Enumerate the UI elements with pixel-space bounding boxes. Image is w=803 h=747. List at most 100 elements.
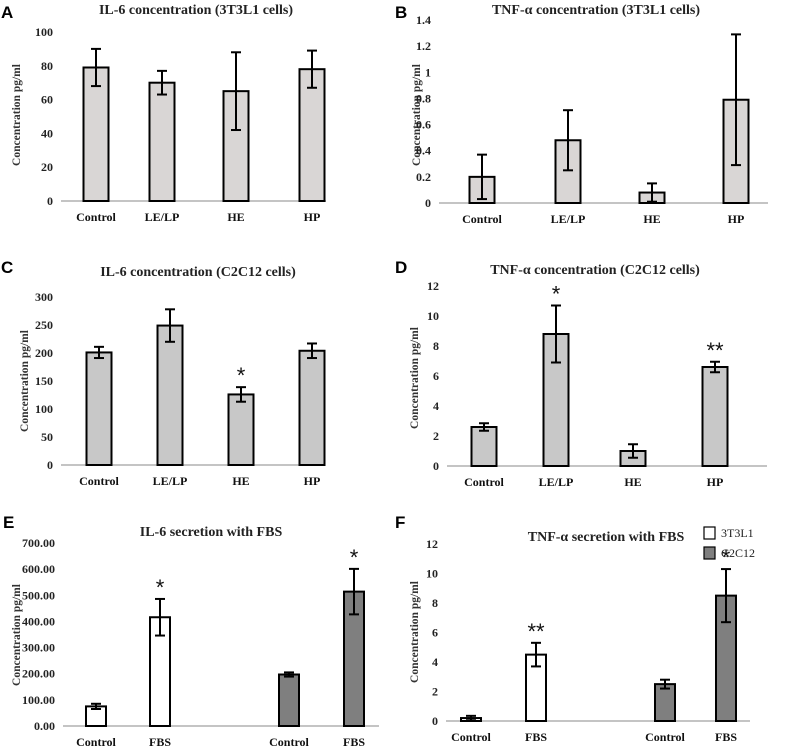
chart-title: TNF-α concentration (3T3L1 cells): [492, 3, 700, 18]
y-tick-label: 250: [35, 318, 53, 332]
x-tick-label: Control: [645, 730, 685, 744]
y-tick-label: 1: [425, 65, 431, 79]
y-tick-label: 150: [35, 374, 53, 388]
x-tick-label: HE: [227, 210, 244, 224]
y-tick-label: 6: [433, 369, 439, 383]
x-tick-label: FBS: [525, 730, 547, 744]
chart-title: TNF-α concentration (C2C12 cells): [490, 263, 700, 278]
panel-letter: D: [395, 258, 407, 277]
y-tick-label: 60: [41, 93, 53, 107]
y-tick-label: 300: [35, 290, 53, 304]
panel-letter: B: [395, 3, 407, 22]
y-tick-label: 500.00: [22, 588, 55, 602]
y-tick-label: 0.8: [416, 91, 431, 105]
x-tick-label: Control: [76, 735, 116, 747]
x-tick-label: LE/LP: [153, 474, 188, 488]
y-tick-label: 20: [41, 160, 53, 174]
y-tick-label: 80: [41, 59, 53, 73]
y-tick-label: 0.00: [34, 719, 55, 733]
y-tick-label: 0.2: [416, 170, 431, 184]
y-tick-label: 600.00: [22, 562, 55, 576]
x-tick-label: HP: [304, 474, 321, 488]
bar: [298, 68, 326, 203]
y-tick-label: 1.4: [416, 13, 431, 27]
chart-title: IL-6 concentration (C2C12 cells): [100, 265, 296, 280]
x-tick-label: FBS: [149, 735, 171, 747]
x-tick-label: HP: [304, 210, 321, 224]
y-tick-label: 40: [41, 126, 53, 140]
y-tick-label: 300.00: [22, 641, 55, 655]
bar: [701, 366, 729, 467]
x-tick-label: Control: [76, 210, 116, 224]
chart-title: IL-6 secretion with FBS: [140, 525, 283, 540]
panel-f: F TNF-α secretion with FBS Concentration p…: [395, 513, 750, 744]
chart-title: TNF-α secretion with FBS: [528, 530, 685, 545]
bar: [85, 351, 113, 466]
y-axis-label: Concentration pg/ml: [11, 64, 23, 166]
y-tick-label: 200: [35, 346, 53, 360]
x-tick-label: HP: [728, 212, 745, 226]
y-axis-label: Concentration pg/ml: [409, 327, 421, 429]
y-tick-label: 8: [433, 339, 439, 353]
bar: [654, 683, 676, 722]
x-tick-label: Control: [451, 730, 491, 744]
panel-letter: A: [1, 3, 13, 22]
y-tick-label: 10: [427, 309, 439, 323]
y-tick-label: 1.2: [416, 39, 431, 53]
x-tick-label: LE/LP: [551, 212, 586, 226]
y-tick-label: 200.00: [22, 667, 55, 681]
x-tick-label: Control: [464, 475, 504, 489]
legend: 3T3L1 C2C12: [703, 526, 755, 560]
panel-d: D TNF-α concentration (C2C12 cells) Concen…: [395, 258, 767, 489]
legend-swatch: [703, 526, 716, 540]
y-tick-label: 2: [432, 685, 438, 699]
y-tick-label: 0: [47, 194, 53, 208]
y-axis-label: Concentration pg/ml: [409, 581, 421, 683]
y-tick-label: 700.00: [22, 536, 55, 550]
y-tick-label: 12: [427, 279, 439, 293]
x-tick-label: LE/LP: [539, 475, 574, 489]
bar: [156, 324, 184, 466]
y-tick-label: 4: [432, 655, 438, 669]
x-tick-label: Control: [79, 474, 119, 488]
y-tick-label: 10: [426, 567, 438, 581]
bar: [470, 426, 498, 467]
y-axis-label: Concentration pg/ml: [411, 64, 423, 166]
x-tick-label: LE/LP: [145, 210, 180, 224]
legend-label: C2C12: [721, 546, 755, 560]
y-axis-label: Concentration pg/ml: [11, 584, 23, 686]
y-tick-label: 0.4: [416, 144, 431, 158]
legend-swatch: [703, 546, 716, 560]
bar: [82, 66, 110, 202]
panel-letter: F: [395, 513, 405, 532]
x-tick-label: FBS: [715, 730, 737, 744]
y-tick-label: 0: [425, 196, 431, 210]
y-tick-label: 12: [426, 537, 438, 551]
y-tick-label: 4: [433, 399, 439, 413]
y-tick-label: 2: [433, 429, 439, 443]
significance-marker: *: [350, 545, 359, 570]
panel-letter: C: [1, 258, 13, 277]
y-tick-label: 6: [432, 626, 438, 640]
y-tick-label: 0: [432, 714, 438, 728]
bar: [278, 673, 300, 728]
x-tick-label: HE: [643, 212, 660, 226]
x-tick-label: HE: [624, 475, 641, 489]
y-tick-label: 0: [47, 458, 53, 472]
legend-label: 3T3L1: [721, 526, 754, 540]
significance-marker: *: [722, 545, 731, 570]
significance-marker: **: [527, 619, 545, 644]
y-tick-label: 0.6: [416, 118, 431, 132]
panel-letter: E: [3, 513, 14, 532]
y-tick-label: 50: [41, 430, 53, 444]
panel-c: C IL-6 concentration (C2C12 cells) Concent…: [1, 258, 326, 488]
x-tick-label: HE: [232, 474, 249, 488]
panel-b: B TNF-α concentration (3T3L1 cells) Concen…: [395, 3, 768, 226]
panel-a: A IL-6 concentration (3T3L1 cells) Concent…: [1, 3, 326, 224]
y-tick-label: 8: [432, 596, 438, 610]
significance-marker: **: [706, 338, 724, 363]
y-axis-label: Concentration pg/ml: [19, 330, 31, 432]
y-tick-label: 0: [433, 459, 439, 473]
bar: [298, 349, 326, 467]
